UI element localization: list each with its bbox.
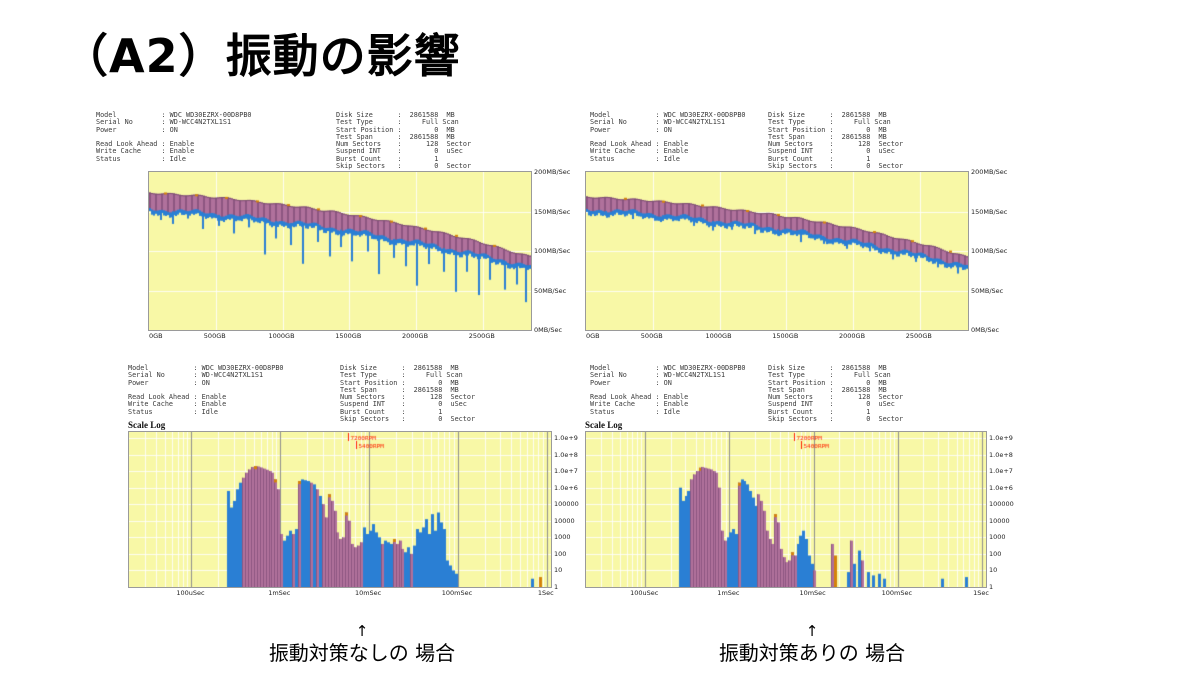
slide-title: （A2）振動の影響	[62, 29, 461, 83]
axis-tick-label: 1000	[989, 533, 1006, 542]
axis-tick-label: 100	[554, 549, 567, 558]
axis-tick-label: 10mSec	[354, 589, 382, 597]
test-info-left-column: Model : WDC WD30EZRX-00D8PB0 Serial No :…	[96, 111, 252, 163]
axis-tick-label: 1000GB	[268, 332, 295, 340]
test-info-right-column: Disk Size : 2861588 MB Test Type : Full …	[768, 111, 904, 171]
axis-tick-label: 1000GB	[705, 332, 732, 340]
scale-log-label: Scale Log	[585, 420, 623, 430]
axis-tick-label: 1	[989, 583, 994, 591]
axis-tick-label: 100MB/Sec	[971, 247, 1008, 255]
up-arrow-icon: ↑	[805, 622, 819, 640]
axis-tick-label: 0MB/Sec	[971, 326, 1000, 334]
axis-tick-label: 1.0e+8	[554, 450, 578, 459]
axis-tick-label: 1.0e+8	[989, 450, 1013, 459]
axis-tick-label: 1000	[554, 533, 571, 542]
axis-tick-label: 1Sec	[973, 589, 989, 597]
access-time-histogram-with-damping: 1.0e+9 1.0e+8 1.0e+7 1.0e+6 100000 10000 1000 1…	[585, 431, 1014, 597]
axis-tick-label: 500GB	[203, 332, 226, 340]
axis-tick-label: 1500GB	[335, 332, 362, 340]
axis-tick-label: 2500GB	[905, 332, 932, 340]
access-time-histogram-no-damping: 1.0e+9 1.0e+8 1.0e+7 1.0e+6 100000 10000 1000 1…	[128, 431, 579, 597]
transfer-rate-canvas-with-damping	[585, 171, 969, 331]
axis-tick-label: 2500GB	[468, 332, 495, 340]
axis-tick-label: 100000	[989, 500, 1014, 509]
axis-tick-label: 100mSec	[441, 589, 473, 597]
test-info-right-column: Disk Size : 2861588 MB Test Type : Full …	[768, 364, 904, 424]
test-info-left-column: Model : WDC WD30EZRX-00D8PB0 Serial No :…	[590, 364, 746, 416]
axis-tick-label: 100MB/Sec	[534, 247, 571, 255]
histogram-canvas-with-damping	[585, 431, 987, 588]
axis-tick-label: 1.0e+7	[554, 467, 578, 476]
axis-tick-label: 1.0e+9	[989, 434, 1013, 442]
axis-tick-label: 1.0e+9	[554, 434, 578, 442]
scale-log-label: Scale Log	[128, 420, 166, 430]
axis-tick-label: 2000GB	[839, 332, 866, 340]
axis-tick-label: 150MB/Sec	[534, 207, 571, 216]
axis-tick-label: 50MB/Sec	[971, 286, 1004, 295]
axis-tick-label: 1.0e+6	[554, 483, 578, 492]
axis-tick-label: 0MB/Sec	[534, 326, 563, 334]
axis-tick-label: 100mSec	[881, 589, 913, 597]
axis-tick-label: 100uSec	[630, 589, 659, 597]
axis-tick-label: 50MB/Sec	[534, 286, 567, 295]
axis-tick-label: 100uSec	[176, 589, 205, 597]
test-info-right-column: Disk Size : 2861588 MB Test Type : Full …	[336, 111, 472, 171]
axis-tick-label: 500GB	[640, 332, 663, 340]
axis-tick-label: 100	[989, 549, 1002, 558]
caption-text: 振動対策なしの 場合	[268, 641, 456, 665]
caption-with-damping: ↑ 振動対策ありの 場合	[700, 622, 924, 665]
up-arrow-icon: ↑	[355, 622, 369, 640]
axis-tick-label: 1Sec	[537, 589, 554, 597]
axis-tick-label: 10000	[554, 516, 575, 525]
histogram-canvas-no-damping	[128, 431, 552, 588]
axis-tick-label: 0GB	[149, 332, 163, 340]
axis-tick-label: 10	[554, 566, 563, 575]
transfer-rate-canvas-no-damping	[148, 171, 532, 331]
transfer-rate-chart-with-damping: 200MB/Sec 150MB/Sec 100MB/Sec 50MB/Sec 0MB/S…	[585, 168, 1007, 340]
axis-tick-label: 10	[989, 566, 998, 575]
axis-tick-label: 150MB/Sec	[971, 207, 1008, 216]
axis-tick-label: 100000	[554, 500, 579, 509]
axis-tick-label: 1.0e+7	[989, 467, 1013, 476]
test-info-left-column: Model : WDC WD30EZRX-00D8PB0 Serial No :…	[128, 364, 284, 416]
axis-tick-label: 1mSec	[717, 589, 740, 597]
axis-tick-label: 10000	[989, 516, 1010, 525]
test-info-right-column: Disk Size : 2861588 MB Test Type : Full …	[340, 364, 476, 424]
caption-no-damping: ↑ 振動対策なしの 場合	[250, 622, 474, 665]
axis-tick-label: 2000GB	[402, 332, 429, 340]
axis-tick-label: 1	[554, 583, 559, 591]
axis-tick-label: 1500GB	[772, 332, 799, 340]
caption-text: 振動対策ありの 場合	[718, 641, 906, 665]
axis-tick-label: 1mSec	[268, 589, 291, 597]
axis-tick-label: 1.0e+6	[989, 483, 1013, 492]
test-info-left-column: Model : WDC WD30EZRX-00D8PB0 Serial No :…	[590, 111, 746, 163]
axis-tick-label: 200MB/Sec	[534, 168, 571, 176]
axis-tick-label: 0GB	[586, 332, 600, 340]
transfer-rate-chart-no-damping: 200MB/Sec 150MB/Sec 100MB/Sec 50MB/Sec 0MB/S…	[148, 168, 570, 340]
axis-tick-label: 200MB/Sec	[971, 168, 1008, 176]
axis-tick-label: 10mSec	[799, 589, 826, 597]
